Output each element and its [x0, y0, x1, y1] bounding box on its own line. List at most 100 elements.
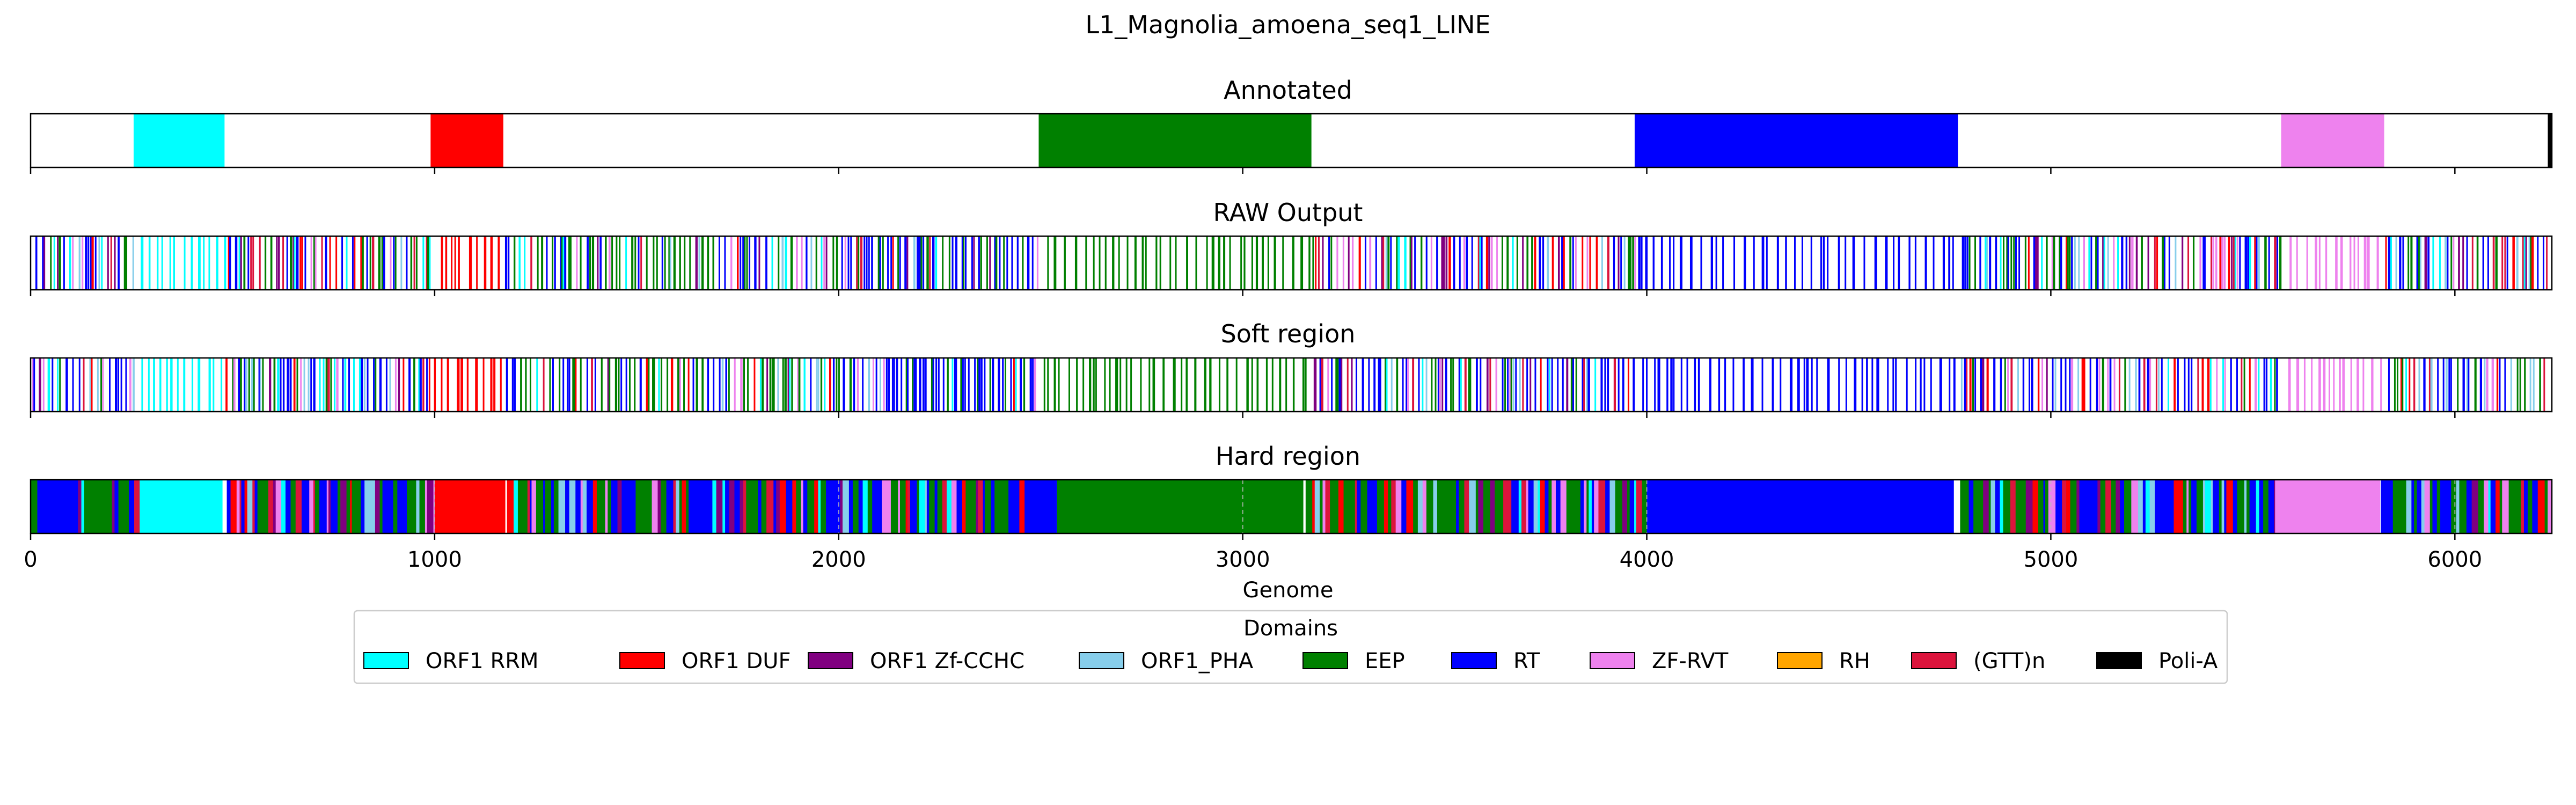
stripe [1391, 480, 1396, 533]
stripe [2296, 358, 2300, 412]
stripe [730, 236, 733, 290]
stripe [2424, 480, 2431, 533]
stripe [2395, 236, 2397, 290]
stripe [530, 480, 532, 533]
stripe [500, 358, 502, 412]
stripe [148, 358, 150, 412]
segment-zf-rvt [2275, 480, 2381, 533]
stripe [2416, 236, 2419, 290]
stripe [2531, 236, 2534, 290]
stripe [832, 236, 835, 290]
stripe [1027, 236, 1030, 290]
stripe [123, 236, 126, 290]
stripe [1561, 236, 1563, 290]
stripe [1385, 236, 1388, 290]
stripe [2532, 480, 2538, 533]
stripe [2488, 480, 2491, 533]
stripe [1373, 358, 1376, 412]
stripe [1811, 358, 1813, 412]
stripe [553, 480, 559, 533]
stripe [1391, 358, 1393, 412]
legend-swatch [1079, 652, 1124, 669]
stripe [1019, 480, 1026, 533]
stripe [2033, 236, 2036, 290]
stripe [1589, 236, 1591, 290]
stripe [682, 480, 687, 533]
stripe [1582, 236, 1584, 290]
stripe [2102, 236, 2104, 290]
stripe [882, 480, 888, 533]
stripe [2318, 358, 2321, 412]
stripe [2542, 236, 2544, 290]
stripe [1914, 236, 1916, 290]
stripe [888, 358, 890, 412]
stripe [2410, 236, 2413, 290]
stripe [1838, 236, 1840, 290]
stripe [1973, 480, 1977, 533]
stripe [1552, 480, 1556, 533]
stripe [872, 480, 877, 533]
stripe [853, 358, 855, 412]
stripe [2418, 236, 2421, 290]
stripe [1331, 358, 1333, 412]
stripe [387, 480, 394, 533]
stripe [2462, 236, 2464, 290]
stripe [367, 358, 369, 412]
stripe [1636, 480, 1643, 533]
stripe [2482, 236, 2485, 290]
stripe [1223, 236, 1226, 290]
stripe [669, 236, 671, 290]
stripe [607, 358, 609, 412]
stripe [282, 358, 285, 412]
stripe [677, 358, 680, 412]
stripe [1020, 358, 1022, 412]
stripe [1456, 480, 1460, 533]
stripe [1341, 358, 1343, 412]
stripe [42, 236, 45, 290]
stripe [942, 358, 945, 412]
stripe [2015, 236, 2017, 290]
stripe [1669, 236, 1671, 290]
stripe [248, 358, 250, 412]
stripe [1397, 236, 1400, 290]
stripe [816, 358, 818, 412]
stripe [971, 236, 973, 290]
stripe [2048, 480, 2057, 533]
stripe [670, 358, 674, 412]
stripe [591, 358, 593, 412]
stripe [419, 358, 422, 412]
stripe [1119, 358, 1122, 412]
stripe [2468, 358, 2470, 412]
stripe [2007, 236, 2009, 290]
stripe [2466, 236, 2468, 290]
stripe [806, 236, 808, 290]
stripe [1218, 236, 1221, 290]
stripe [504, 236, 508, 290]
stripe [268, 480, 274, 533]
stripe [406, 236, 408, 290]
stripe [1689, 236, 1693, 290]
stripe [159, 358, 162, 412]
stripe [1988, 480, 1992, 533]
stripe [2249, 480, 2257, 533]
stripe [2149, 480, 2156, 533]
stripe [897, 236, 899, 290]
legend-label: ZF-RVT [1652, 649, 1729, 674]
stripe [295, 480, 303, 533]
stripe [2223, 236, 2226, 290]
stripe [1871, 358, 1874, 412]
stripe [964, 358, 966, 412]
stripe [235, 236, 238, 290]
stripe [1358, 236, 1361, 290]
stripe [74, 480, 79, 533]
stripe [1448, 236, 1451, 290]
stripe [1412, 358, 1415, 412]
stripe [2277, 236, 2279, 290]
stripe [934, 480, 938, 533]
stripe [2390, 236, 2392, 290]
stripe [568, 358, 570, 412]
stripe [1022, 236, 1024, 290]
stripe [2522, 236, 2524, 290]
stripe [862, 358, 864, 412]
stripe [323, 358, 325, 412]
